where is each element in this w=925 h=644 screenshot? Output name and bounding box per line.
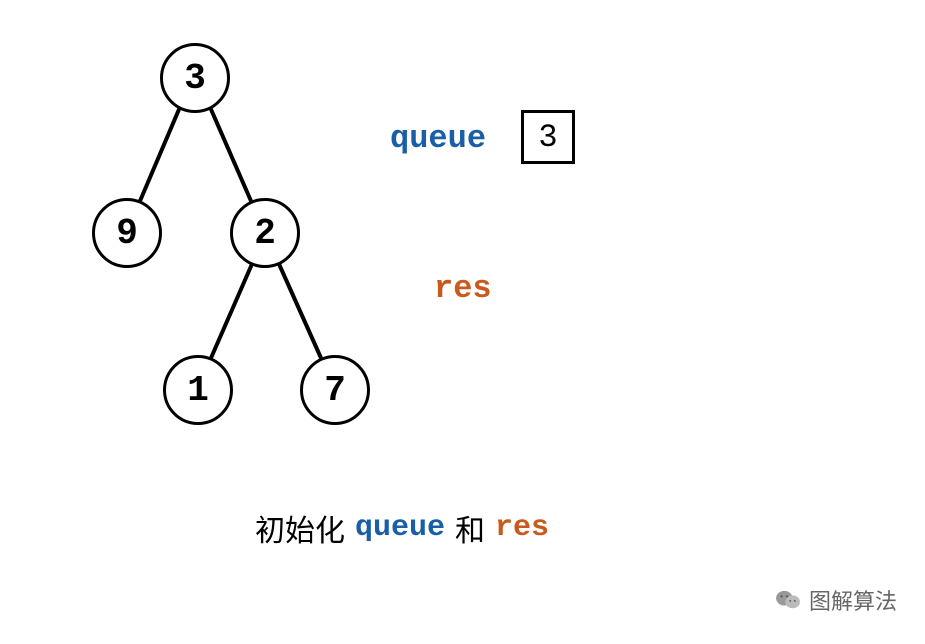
queue-item-0: 3: [521, 110, 575, 164]
node-value: 1: [187, 370, 209, 411]
wechat-icon: [775, 589, 801, 611]
edge-3-2: [210, 107, 251, 201]
caption-res-word: res: [495, 511, 549, 545]
watermark-text: 图解算法: [809, 584, 897, 616]
res-label: res: [434, 270, 492, 307]
node-value: 3: [184, 58, 206, 99]
node-1: 1: [163, 355, 233, 425]
node-value: 7: [324, 370, 346, 411]
node-9: 9: [92, 198, 162, 268]
node-7: 7: [300, 355, 370, 425]
caption: 初始化 queue 和 res: [255, 506, 549, 550]
caption-and-word: 和: [455, 506, 485, 550]
queue-item-value: 3: [538, 119, 557, 156]
node-value: 2: [254, 213, 276, 254]
watermark: 图解算法: [775, 584, 897, 616]
node-3: 3: [160, 43, 230, 113]
edge-2-7: [279, 264, 321, 358]
caption-queue-word: queue: [355, 511, 445, 545]
queue-label: queue: [390, 120, 486, 157]
edge-2-1: [211, 264, 252, 358]
node-value: 9: [116, 213, 138, 254]
caption-prefix: 初始化: [255, 506, 345, 550]
node-2: 2: [230, 198, 300, 268]
edge-3-9: [140, 107, 180, 201]
